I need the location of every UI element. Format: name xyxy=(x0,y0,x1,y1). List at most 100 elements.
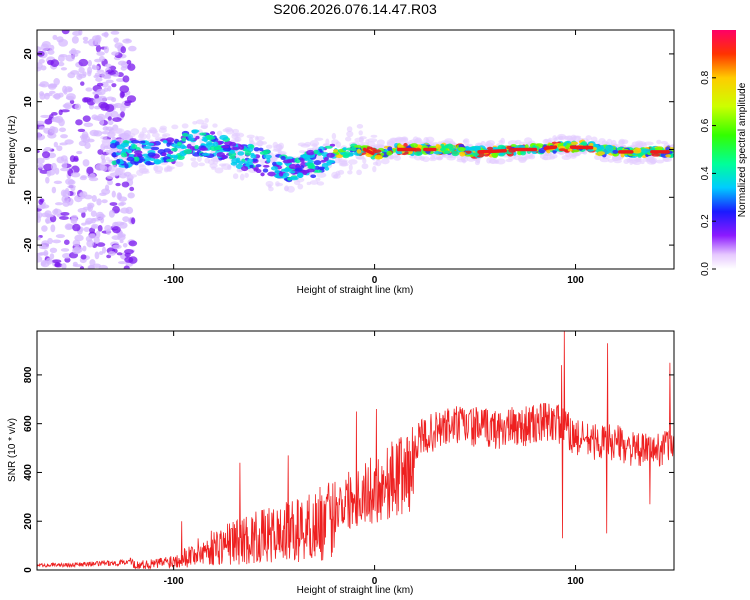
heatmap-blob xyxy=(111,51,119,56)
heatmap-blob xyxy=(354,137,364,143)
heatmap-blob xyxy=(60,155,68,162)
heatmap-blob xyxy=(489,158,497,164)
heatmap-blob xyxy=(204,117,209,123)
heatmap-blob xyxy=(67,179,76,185)
heatmap-blob xyxy=(433,151,443,155)
heatmap-blob xyxy=(63,88,68,95)
heatmap-blob xyxy=(198,162,206,167)
heatmap-blob xyxy=(307,159,314,164)
heatmap-blob xyxy=(459,151,466,157)
heatmap-blob xyxy=(356,123,364,129)
heatmap-blob xyxy=(415,137,422,143)
snr-ticks: -100 0 100 0 200 400 600 800 xyxy=(23,331,674,587)
heatmap-ridge-peak xyxy=(477,148,507,154)
heatmap-blob xyxy=(107,71,117,75)
heatmap-blob xyxy=(75,119,83,126)
heatmap-blob xyxy=(63,239,70,245)
heatmap-blob xyxy=(207,159,215,165)
heatmap-blob xyxy=(51,186,57,194)
heatmap-blob xyxy=(621,139,629,145)
heatmap-blob xyxy=(111,83,117,88)
heatmap-blob xyxy=(93,74,99,79)
heatmap-blob xyxy=(51,112,58,116)
heatmap-blob xyxy=(71,214,78,221)
heatmap-blob xyxy=(166,153,172,157)
heatmap-blob xyxy=(300,158,305,164)
heatmap-blob xyxy=(346,130,354,138)
heatmap-blob xyxy=(366,141,376,147)
heatmap-blob xyxy=(310,174,317,179)
heatmap-blob xyxy=(497,144,506,151)
heatmap-blob xyxy=(520,150,527,156)
heatmap-blob xyxy=(612,149,619,154)
heatmap-blob xyxy=(100,135,108,140)
heatmap-blob xyxy=(181,123,189,129)
heatmap-blob xyxy=(43,163,54,171)
heatmap-blob xyxy=(408,155,417,159)
heatmap-blob xyxy=(524,137,533,144)
heatmap-blob xyxy=(286,185,295,193)
heatmap-blob xyxy=(162,133,171,137)
heatmap-blob xyxy=(133,156,140,162)
heatmap-blob xyxy=(96,88,106,96)
heatmap-blob xyxy=(120,152,128,158)
spectrogram-ytick-label: 20 xyxy=(23,48,34,60)
heatmap-blob xyxy=(89,129,99,137)
heatmap-blob xyxy=(86,138,95,143)
heatmap-blob xyxy=(96,198,102,206)
heatmap-blob xyxy=(107,120,114,126)
heatmap-blob xyxy=(83,194,93,200)
heatmap-blob xyxy=(124,256,134,263)
heatmap-blob xyxy=(45,176,50,184)
heatmap-blob xyxy=(61,30,70,35)
heatmap-blob xyxy=(139,131,145,139)
heatmap-blob xyxy=(214,167,224,174)
colorbar-tick-label: 0.2 xyxy=(700,214,711,228)
heatmap-blob xyxy=(329,160,336,164)
heatmap-blob xyxy=(302,155,310,161)
heatmap-blob xyxy=(202,152,210,156)
heatmap-blob xyxy=(82,71,87,77)
heatmap-blob xyxy=(47,49,55,55)
heatmap-blob xyxy=(542,139,550,145)
heatmap-blob xyxy=(465,147,474,151)
heatmap-blob xyxy=(349,152,354,156)
heatmap-blob xyxy=(256,136,265,141)
heatmap-blob xyxy=(246,158,254,164)
heatmap-blob xyxy=(59,54,68,58)
heatmap-blob xyxy=(41,225,48,232)
heatmap-blob xyxy=(70,70,80,75)
heatmap-blob xyxy=(465,150,472,154)
heatmap-blob xyxy=(76,150,83,155)
heatmap-blob xyxy=(306,149,315,156)
heatmap-blob xyxy=(45,219,50,224)
heatmap-blob xyxy=(323,143,330,147)
heatmap-blob xyxy=(112,152,117,158)
heatmap-blob xyxy=(457,146,466,152)
heatmap-blob xyxy=(93,236,100,245)
heatmap-blob xyxy=(104,224,112,232)
heatmap-blob xyxy=(113,170,121,176)
heatmap-blob xyxy=(72,264,83,268)
heatmap-blob xyxy=(83,122,94,128)
heatmap-ridge-peak xyxy=(543,145,558,151)
heatmap-blob xyxy=(554,136,561,141)
heatmap-blob xyxy=(289,176,299,181)
heatmap-blob xyxy=(131,217,136,225)
heatmap-blob xyxy=(232,173,239,180)
heatmap-blob xyxy=(195,119,205,125)
heatmap-blob xyxy=(126,59,132,65)
heatmap-blob xyxy=(189,146,195,151)
heatmap-blob xyxy=(296,172,304,178)
heatmap-blob xyxy=(141,170,150,174)
heatmap-blob xyxy=(41,41,51,48)
heatmap-blob xyxy=(115,128,125,135)
heatmap-blob xyxy=(120,111,125,118)
heatmap-blob xyxy=(37,46,42,52)
spectrogram-x-axis-label: Height of straight line (km) xyxy=(297,285,414,296)
heatmap-blob xyxy=(275,182,284,187)
heatmap-blob xyxy=(209,131,216,135)
heatmap-blob xyxy=(54,202,63,206)
